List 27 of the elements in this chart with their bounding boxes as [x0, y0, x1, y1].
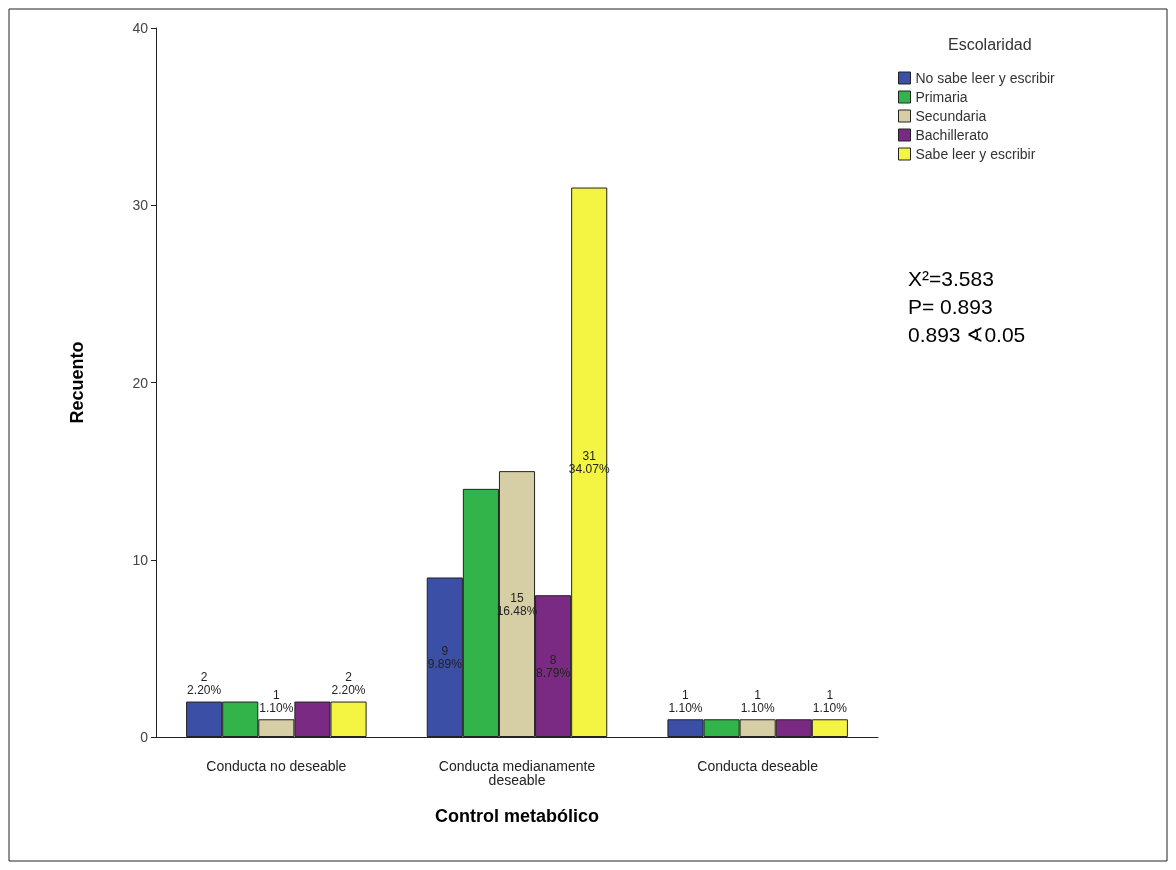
y-tick-label: 0 [140, 729, 149, 745]
data-label: 2 2.20% [331, 670, 366, 698]
x-tick-label: Conducta no deseable [206, 758, 347, 774]
data-label: 2 2.20% [187, 670, 222, 698]
data-label: 1 1.10% [740, 687, 776, 715]
text: 0.893 ∢0.05 [908, 323, 1026, 346]
x-axis-title: Control metabólico [434, 806, 600, 826]
legend-label: Bachillerato [915, 127, 989, 143]
text: P= 0.893 [908, 295, 993, 318]
data-label: 1 1.10% [259, 687, 294, 715]
y-tick-label: 20 [132, 374, 149, 391]
data-label: 1 1.10% [812, 687, 848, 715]
legend-label: Sabe leer y escribir [915, 146, 1036, 162]
legend-label: Primaria [915, 89, 968, 105]
legend-title: Escolaridad [948, 35, 1032, 53]
y-tick-label: 40 [132, 20, 149, 36]
y-tick-label: 10 [132, 551, 149, 568]
y-tick-label: 30 [132, 197, 149, 214]
y-axis-title: Recuento [67, 341, 87, 424]
data-label: 9 9.89% [427, 643, 463, 671]
legend-label: Secundaria [915, 108, 987, 124]
data-label: 8 8.79% [536, 652, 571, 680]
data-label: 1 1.10% [668, 687, 703, 715]
legend-label: No sabe leer y escribir [915, 70, 1056, 86]
x-tick-label: Conducta medianamente deseable [438, 758, 596, 788]
x-tick-label: Conducta deseable [697, 758, 819, 774]
text: X²=3.583 [908, 267, 994, 290]
